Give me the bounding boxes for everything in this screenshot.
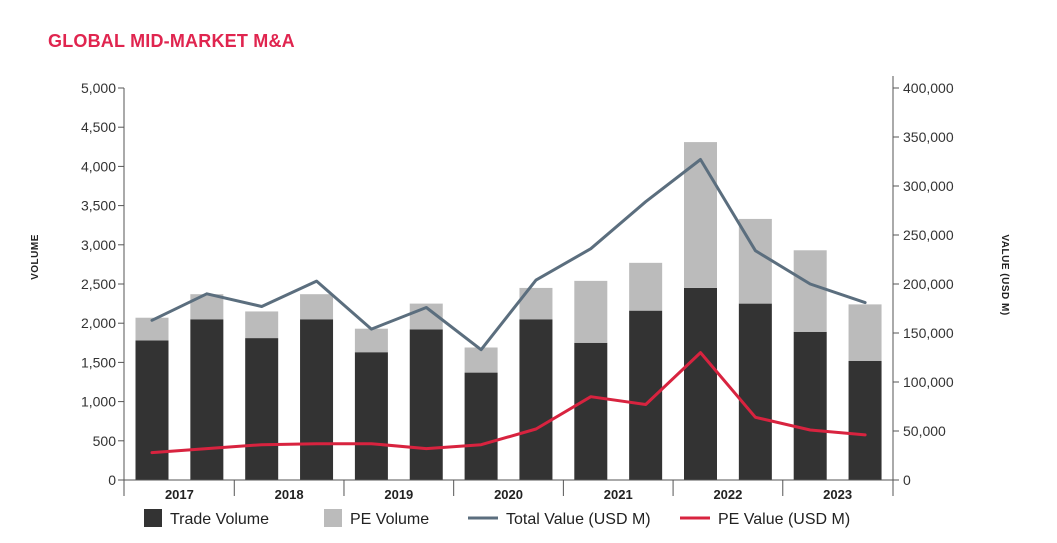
right-tick-label: 50,000 [903, 423, 946, 439]
pe-volume-bar [464, 347, 498, 373]
trade-volume-bar [354, 352, 388, 480]
legend-swatch-trade-volume [144, 509, 162, 527]
trade-volume-bar [245, 338, 279, 480]
left-tick-label: 4,500 [81, 119, 116, 135]
trade-volume-bar [464, 372, 498, 480]
legend-label-trade-volume: Trade Volume [170, 511, 269, 528]
trade-volume-bar [574, 342, 608, 480]
left-tick-label: 1,000 [81, 394, 116, 410]
x-year-label: 2018 [275, 487, 304, 502]
left-tick-label: 500 [93, 433, 117, 449]
trade-volume-bar [409, 329, 443, 480]
pe-value-line [150, 351, 867, 455]
right-axis: 0 50,000 100,000 150,000 200,000 250,000 300,0… [892, 76, 954, 488]
trade-volume-bar [738, 303, 772, 480]
left-tick-label: 0 [108, 472, 116, 488]
left-axis: 0 500 1,000 1,500 2,000 2,500 3,000 3,500 4,000 4… [81, 80, 125, 488]
trade-volume-bar [135, 340, 169, 480]
x-year-label: 2023 [823, 487, 852, 502]
trade-volume-bar [519, 319, 553, 480]
pe-volume-bar [629, 262, 663, 311]
pe-volume-bar [574, 280, 608, 343]
legend-label-pe-value-usd-m: PE Value (USD M) [718, 511, 850, 528]
x-year-label: 2021 [604, 487, 633, 502]
left-tick-label: 5,000 [81, 80, 116, 96]
legend-swatch-pe-volume [324, 509, 342, 527]
pe-volume-bar [245, 311, 279, 339]
left-tick-label: 2,500 [81, 276, 116, 292]
right-tick-label: 350,000 [903, 129, 954, 145]
legend-label-pe-volume: PE Volume [350, 511, 429, 528]
x-year-label: 2019 [384, 487, 413, 502]
right-tick-label: 250,000 [903, 227, 954, 243]
pe-volume-bar [300, 294, 334, 320]
x-year-label: 2022 [713, 487, 742, 502]
total-value-line [150, 158, 867, 352]
pe-volume-bar [135, 317, 169, 341]
trade-volume-bar [300, 319, 334, 480]
x-year-label: 2017 [165, 487, 194, 502]
left-axis-title: VOLUME [30, 234, 41, 280]
trade-volume-bar [848, 360, 882, 480]
line-series [150, 158, 867, 455]
right-tick-label: 300,000 [903, 178, 954, 194]
right-tick-label: 100,000 [903, 374, 954, 390]
left-tick-label: 3,000 [81, 237, 116, 253]
pe-volume-bar [848, 304, 882, 361]
left-tick-label: 3,500 [81, 198, 116, 214]
legend: Trade Volume PE Volume Total Value (USD M)… [144, 509, 850, 528]
right-axis-title: VALUE (USD M) [999, 234, 1010, 315]
pe-volume-bar [684, 142, 717, 288]
x-axis: 2017 2018 2019 2020 2021 2022 2023 [123, 479, 894, 502]
right-tick-label: 200,000 [903, 276, 954, 292]
pe-volume-bar [793, 250, 827, 332]
trade-volume-bar [793, 331, 827, 480]
right-tick-label: 400,000 [903, 80, 954, 96]
pe-volume-bar [354, 328, 388, 353]
left-tick-label: 2,000 [81, 315, 116, 331]
left-tick-label: 1,500 [81, 354, 116, 370]
trade-volume-bar [684, 287, 717, 480]
legend-label-total-value-usd-m: Total Value (USD M) [506, 511, 651, 528]
x-year-label: 2020 [494, 487, 523, 502]
left-tick-label: 4,000 [81, 158, 116, 174]
chart-title: GLOBAL MID-MARKET M&A [48, 31, 295, 51]
right-tick-label: 0 [903, 472, 911, 488]
trade-volume-bar [190, 319, 224, 480]
bar-series [135, 142, 882, 480]
right-tick-label: 150,000 [903, 325, 954, 341]
